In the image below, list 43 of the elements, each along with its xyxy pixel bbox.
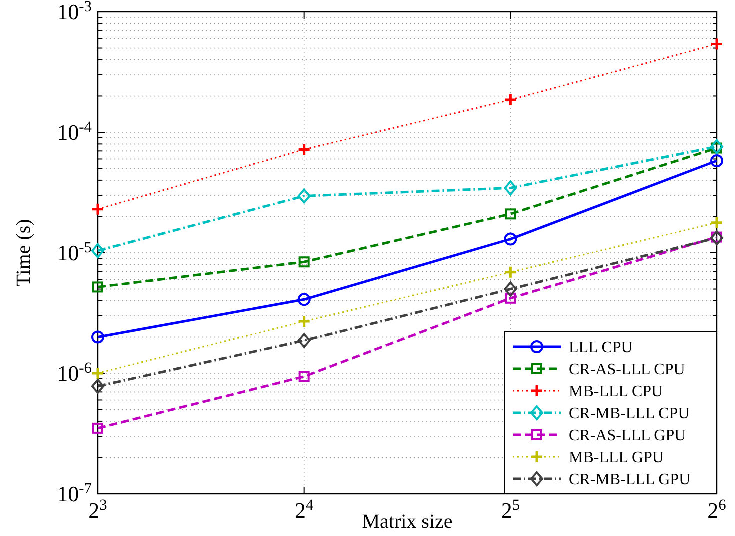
y-axis-title: Time (s) [13,219,35,287]
point [91,202,105,216]
legend-label: MB-LLL GPU [569,450,664,467]
point [298,314,312,328]
point [92,243,104,258]
point [298,188,311,204]
point [92,330,104,344]
point [92,282,104,293]
legend-label: MB-LLL CPU [569,384,664,401]
point [504,282,518,297]
point [92,379,104,394]
point [710,154,724,168]
y-tick-label: 10$^{-4}$ [57,118,92,146]
point [298,333,311,348]
point [710,37,724,51]
legend-label: CR-AS-LLL GPU [569,428,687,445]
point [505,292,516,304]
legend-label: LLL CPU [569,340,634,357]
point [298,142,312,156]
point [92,422,104,434]
point [504,93,518,107]
x-tick-label: 2$^{3}$ [88,496,108,523]
x-tick-label: 2$^{6}$ [708,496,727,523]
point [504,266,518,280]
point [504,180,518,196]
legend-label: CR-AS-LLL CPU [569,362,686,379]
x-tick-label: 2$^{4}$ [294,496,314,523]
point [710,216,724,230]
point [710,230,724,246]
y-tick-label: 10$^{-6}$ [57,360,92,386]
x-axis-title: Matrix size [362,511,453,533]
point [298,256,310,268]
legend-label: CR-MB-LLL GPU [569,472,692,489]
point [91,366,105,380]
point [504,232,518,246]
y-tick-label: 10$^{-5}$ [57,239,92,266]
point [298,293,311,306]
x-tick-label: 2$^{5}$ [501,496,520,523]
y-tick-label: 10$^{-3}$ [57,0,92,25]
point [298,371,310,382]
point [710,139,724,154]
legend-label: CR-MB-LLL CPU [569,406,690,423]
point [505,208,516,220]
